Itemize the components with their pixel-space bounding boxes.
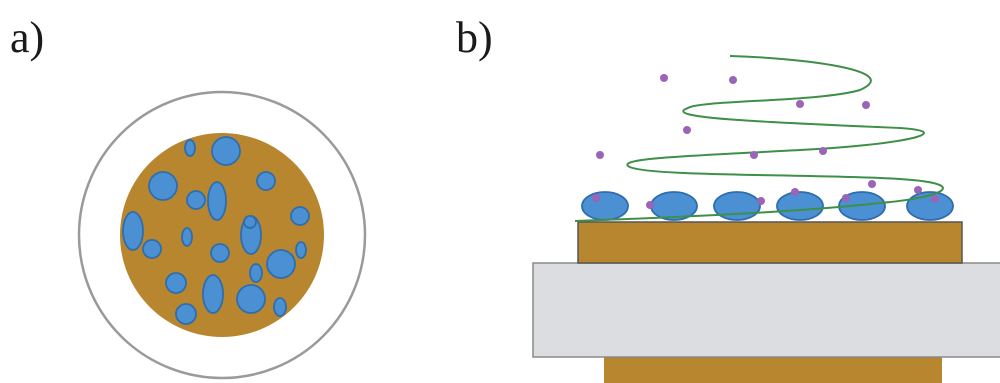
surface-droplet bbox=[581, 191, 629, 221]
particle bbox=[819, 147, 827, 155]
particle bbox=[757, 197, 765, 205]
particle bbox=[914, 186, 922, 194]
droplet bbox=[211, 136, 241, 166]
green-helix bbox=[574, 55, 944, 222]
droplet bbox=[142, 239, 162, 259]
bottom-gold-strip bbox=[604, 355, 942, 383]
particle bbox=[868, 180, 876, 188]
surface-droplet bbox=[906, 191, 954, 221]
droplet bbox=[290, 206, 310, 226]
panel-b bbox=[532, 55, 1000, 383]
droplet bbox=[207, 181, 227, 221]
droplet bbox=[295, 241, 307, 259]
particle bbox=[791, 188, 799, 196]
droplets-a bbox=[122, 136, 310, 325]
particles bbox=[592, 74, 939, 209]
droplet bbox=[256, 171, 276, 191]
particle bbox=[842, 194, 850, 202]
droplet bbox=[181, 227, 193, 247]
panel-a bbox=[77, 90, 367, 380]
droplet bbox=[184, 139, 196, 157]
gold-layer bbox=[577, 221, 963, 264]
droplet bbox=[122, 211, 144, 251]
droplet bbox=[266, 249, 296, 279]
panel-b-label: b) bbox=[456, 13, 493, 62]
particle bbox=[596, 151, 604, 159]
droplet bbox=[202, 274, 224, 314]
droplet bbox=[210, 243, 230, 263]
particle bbox=[683, 126, 691, 134]
droplet bbox=[243, 215, 257, 229]
droplet bbox=[165, 272, 187, 294]
particle bbox=[862, 101, 870, 109]
particle bbox=[592, 194, 600, 202]
particle bbox=[729, 76, 737, 84]
droplets-b bbox=[581, 191, 954, 221]
droplet bbox=[236, 284, 266, 314]
particle bbox=[931, 195, 939, 203]
particle bbox=[750, 151, 758, 159]
particle bbox=[796, 100, 804, 108]
droplet bbox=[249, 263, 263, 283]
droplet bbox=[186, 190, 206, 210]
particle bbox=[660, 74, 668, 82]
panel-a-label: a) bbox=[10, 13, 44, 62]
droplet bbox=[273, 297, 287, 317]
surface-droplet bbox=[776, 191, 824, 221]
surface-droplet bbox=[713, 191, 761, 221]
gray-slab bbox=[532, 262, 1000, 358]
particle bbox=[646, 201, 654, 209]
droplet bbox=[148, 171, 178, 201]
droplet bbox=[175, 303, 197, 325]
